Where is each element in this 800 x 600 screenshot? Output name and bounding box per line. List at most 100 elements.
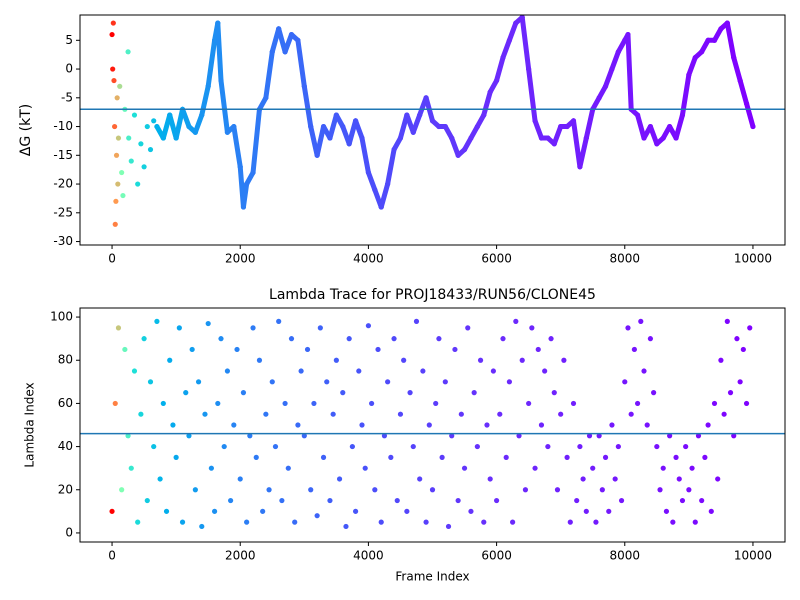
point (115, 325, 122, 331)
trace-segment (481, 89, 493, 118)
y-tick-label: 20 (58, 482, 73, 496)
point (119, 487, 125, 493)
point (407, 390, 413, 396)
point (276, 318, 282, 324)
point (612, 476, 618, 482)
trace-segment (647, 124, 660, 147)
point (138, 411, 144, 417)
point (295, 422, 301, 428)
trace-segment (744, 101, 756, 130)
point (320, 454, 327, 460)
point (529, 325, 535, 331)
point (266, 487, 272, 493)
point (113, 152, 120, 158)
point (493, 497, 500, 504)
point (420, 368, 426, 374)
point (702, 454, 708, 460)
trace-segment (673, 112, 685, 141)
point (602, 454, 609, 460)
point (147, 379, 154, 385)
point (506, 379, 513, 385)
trace-segment (410, 112, 423, 135)
point (327, 497, 333, 504)
point (244, 519, 250, 525)
point (468, 508, 474, 514)
trace-segment (359, 135, 371, 176)
point (609, 422, 615, 428)
point (532, 465, 538, 471)
point (673, 454, 679, 460)
point (208, 465, 214, 471)
point (542, 368, 548, 374)
point (545, 443, 551, 450)
y-tick-label: -30 (53, 234, 73, 248)
point (349, 443, 355, 450)
point (510, 519, 516, 525)
point (695, 433, 702, 439)
point (429, 487, 436, 493)
point (679, 497, 686, 504)
point (417, 476, 423, 482)
point (176, 325, 182, 331)
trace-segment (583, 106, 596, 141)
point (526, 400, 532, 407)
point (183, 390, 189, 396)
point (385, 379, 391, 385)
y-tick-label: -20 (53, 177, 73, 191)
y-tick-label: -5 (61, 90, 73, 104)
trace-segment (263, 49, 275, 101)
point (135, 519, 141, 525)
point (394, 497, 400, 504)
point (615, 443, 621, 450)
point (256, 357, 263, 363)
point (625, 325, 631, 331)
point (590, 465, 596, 471)
x-tick-label: 4000 (353, 252, 384, 266)
point (128, 465, 134, 471)
point (215, 400, 221, 407)
point (144, 123, 150, 130)
axes-frame (79, 307, 786, 543)
trace-segment (731, 55, 743, 84)
point (228, 497, 234, 504)
trace-segment (500, 37, 512, 61)
point (452, 346, 458, 353)
point (113, 198, 119, 204)
trace-segment (173, 106, 186, 141)
point (330, 411, 336, 417)
point (471, 390, 477, 396)
point (221, 443, 227, 450)
point (151, 118, 157, 124)
point (144, 497, 150, 504)
point (631, 346, 637, 353)
point (381, 433, 388, 439)
point (734, 336, 740, 342)
point (548, 336, 554, 342)
point (253, 454, 259, 460)
point (112, 400, 118, 407)
trace-segment (353, 118, 365, 141)
point (670, 519, 676, 525)
point (490, 368, 496, 374)
point (112, 221, 118, 227)
point (192, 487, 198, 493)
point (596, 433, 602, 439)
y-axis-label: Lambda Index (23, 382, 37, 467)
point (288, 336, 295, 342)
point (570, 400, 577, 407)
point (618, 497, 625, 504)
trace-segment (250, 106, 262, 176)
point (115, 181, 121, 187)
trace-segment (625, 32, 634, 112)
point (484, 422, 490, 428)
point (231, 422, 237, 428)
x-tick-label: 2000 (225, 549, 256, 563)
point (410, 443, 416, 450)
trace-segment (449, 135, 461, 158)
point (599, 487, 605, 493)
point (401, 357, 407, 363)
trace-segment (365, 170, 378, 193)
point (135, 181, 141, 187)
trace-segment (532, 118, 544, 141)
